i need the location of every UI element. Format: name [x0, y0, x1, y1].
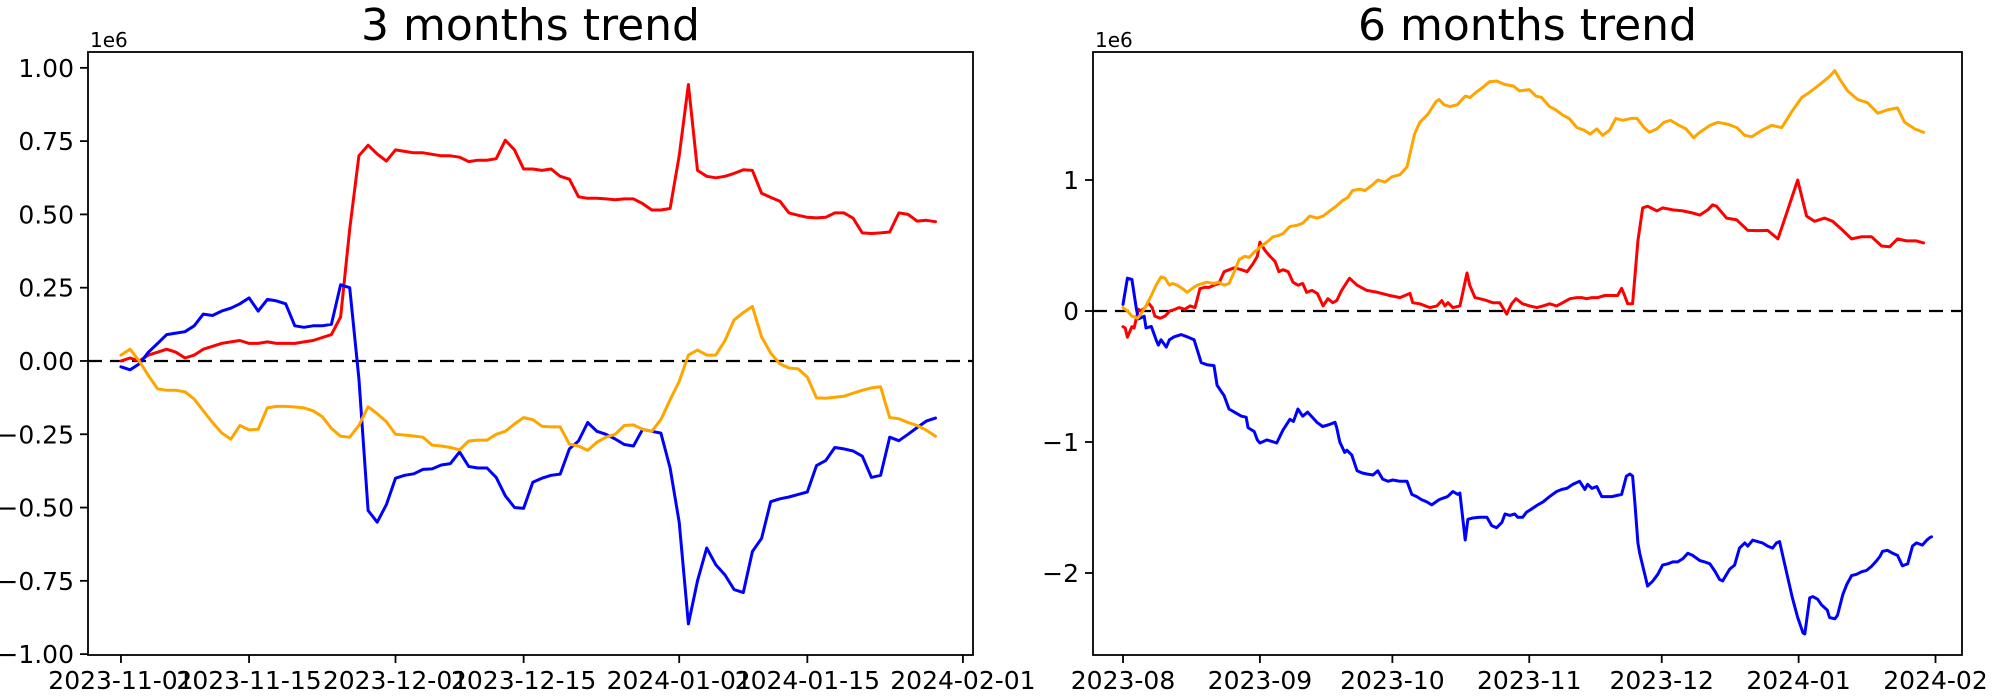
x-tick-label: 2023-08 [1071, 666, 1175, 695]
series-line-blue [1121, 276, 1933, 636]
x-tick-label: 2023-11 [1477, 666, 1581, 695]
x-tick-label: 2023-12-15 [451, 666, 596, 695]
x-tick-label: 2023-11-15 [176, 666, 321, 695]
x-tick-label: 2023-12-01 [323, 666, 468, 695]
chart-title-6-months: 6 months trend [1358, 0, 1697, 51]
y-tick-label: −0.75 [0, 567, 74, 596]
x-tick-label: 2023-12 [1610, 666, 1714, 695]
y-tick-label: 0 [1063, 297, 1079, 326]
y-tick-label: 0.25 [18, 274, 74, 303]
x-tick-label: 2023-09 [1208, 666, 1312, 695]
series-line-red [1121, 178, 1926, 339]
x-tick-label: 2024-02 [1883, 666, 1987, 695]
y-tick-label: 0.75 [18, 127, 74, 156]
y-tick-label: 0.50 [18, 200, 74, 229]
series-line-orange [1121, 69, 1926, 320]
y-tick-label: −2 [1042, 559, 1079, 588]
y-tick-label: −0.25 [0, 420, 74, 449]
x-tick-label: 2023-11-01 [48, 666, 193, 695]
x-tick-label: 2024-01-01 [607, 666, 752, 695]
series-line-orange [119, 305, 937, 452]
axes-frame [87, 51, 974, 656]
chart-title-3-months: 3 months trend [361, 0, 700, 51]
y-axis-offset-label-left: 1e6 [90, 28, 128, 52]
y-axis-offset-label-right: 1e6 [1095, 28, 1133, 52]
y-tick-label: −1 [1042, 428, 1079, 457]
x-tick-label: 2023-10 [1340, 666, 1444, 695]
series-line-red [119, 83, 937, 363]
y-tick-label: −0.50 [0, 494, 74, 523]
y-tick-label: −1.00 [0, 640, 74, 669]
y-tick-label: 1.00 [18, 54, 74, 83]
y-tick-label: 1 [1063, 166, 1079, 195]
y-tick-label: 0.00 [18, 347, 74, 376]
x-tick-label: 2024-02-01 [890, 666, 1035, 695]
x-tick-label: 2024-01-15 [735, 666, 880, 695]
x-tick-label: 2024-01 [1746, 666, 1850, 695]
series-line-blue [119, 283, 937, 626]
axes-frame [1092, 51, 1963, 656]
